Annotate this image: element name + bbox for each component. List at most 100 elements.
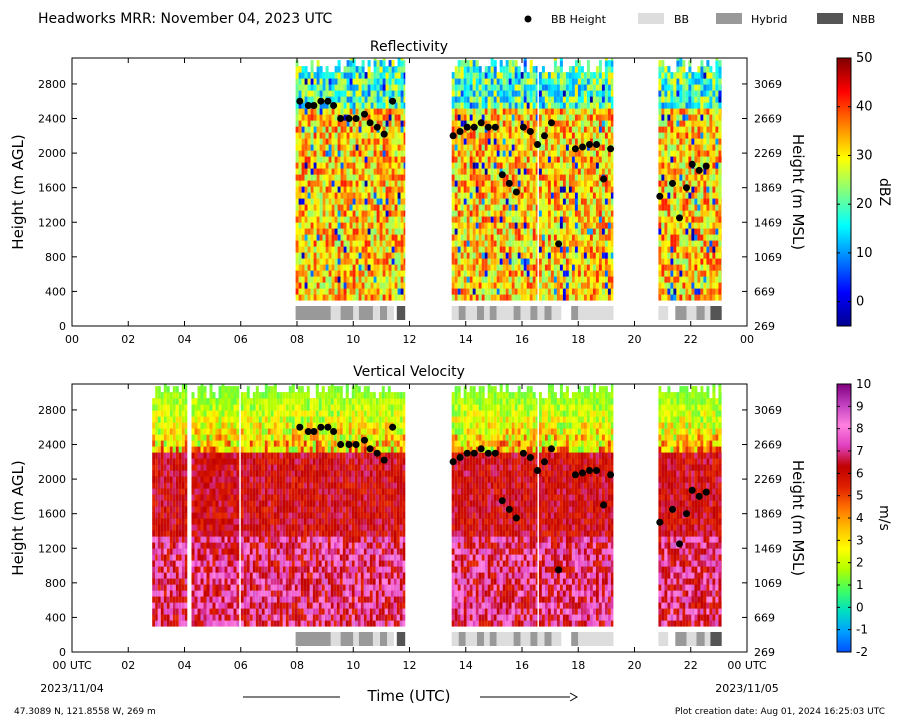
bb-height-point: [449, 458, 457, 466]
bb-height-point: [366, 445, 374, 453]
colorbar-tick-label: 10: [856, 377, 871, 391]
bb-class-segment-hybrid: [295, 632, 331, 646]
y2-tick-label: 2669: [754, 113, 782, 126]
bb-class-segment-hybrid: [358, 632, 373, 646]
legend-hybrid-swatch: [716, 13, 742, 24]
y-tick-label: 2400: [38, 113, 66, 126]
bb-class-segment-bb: [484, 632, 490, 646]
bb-class-segment-bb: [465, 306, 478, 320]
bb-class-segment-bb: [387, 306, 394, 320]
bb-height-point: [534, 141, 541, 148]
bb-class-segment-hybrid: [675, 632, 680, 646]
colorbar-tick-label: 30: [856, 148, 873, 163]
station-coordinates: 47.3089 N, 121.8558 W, 269 m: [14, 707, 156, 717]
bb-class-segment-bb: [496, 306, 514, 320]
bb-height-point: [505, 505, 513, 513]
x-tick-label: 16: [515, 333, 529, 346]
colorbar-tick-label: 1: [856, 578, 864, 592]
colorbar-tick-label: 40: [856, 100, 873, 115]
x-tick-label: 22: [684, 333, 698, 346]
refl-y2label: Height (m MSL): [789, 134, 807, 250]
bb-height-point: [310, 428, 318, 435]
x-tick-label: 20: [628, 333, 642, 346]
bb-height-point: [352, 441, 360, 448]
bb-class-segment-nbb: [396, 632, 406, 646]
x-tick-label: 06: [234, 659, 248, 672]
bb-class-segment-hybrid: [513, 632, 521, 646]
bb-class-segment-hybrid: [696, 632, 705, 646]
bb-class-segment-bb: [372, 632, 380, 646]
bb-class-segment-bb: [451, 632, 459, 646]
y-tick-label: 2000: [38, 147, 66, 160]
y-tick-label: 1200: [38, 542, 66, 555]
vel-bb-class-bar: [295, 632, 722, 646]
colorbar-tick-label: 6: [856, 466, 864, 480]
bb-height-point: [548, 445, 555, 453]
y2-tick-label: 1869: [754, 182, 782, 195]
bb-height-point: [296, 423, 304, 431]
x-tick-label: 00 UTC: [727, 659, 767, 672]
bb-height-point: [491, 123, 499, 131]
bb-class-segment-hybrid: [679, 306, 687, 320]
legend: BB Height BB Hybrid NBB: [524, 13, 875, 26]
bb-height-point: [449, 132, 457, 140]
colorbar-tick-label: -2: [856, 645, 868, 659]
bb-class-segment-hybrid: [530, 632, 538, 646]
x-tick-label: 14: [459, 333, 473, 346]
bb-height-point: [498, 497, 506, 505]
colorbar-tick-label: 0: [856, 600, 864, 614]
y-tick-label: 1200: [38, 216, 66, 229]
bb-height-point: [361, 436, 368, 444]
colorbar-tick-label: 3: [856, 533, 864, 547]
bb-height-point: [380, 456, 388, 464]
refl-bb-height-points: [296, 97, 710, 248]
bb-class-segment-hybrid: [340, 632, 354, 646]
y-tick-label: 0: [59, 320, 66, 333]
figure-title: Headworks MRR: November 04, 2023 UTC: [38, 11, 333, 27]
refl-plot-frame: [71, 57, 748, 327]
bb-height-point: [656, 192, 664, 200]
bb-height-point: [477, 119, 485, 127]
colorbar-tick-label: 10: [856, 246, 873, 261]
bb-class-segment-bb: [704, 306, 711, 320]
bb-height-point: [541, 132, 548, 140]
x-tick-label: 20: [628, 659, 642, 672]
x-tick-label: 18: [571, 659, 585, 672]
bb-height-point: [366, 119, 374, 127]
bb-height-point: [526, 128, 534, 135]
colorbar-tick-label: 5: [856, 489, 864, 503]
bb-class-segment-nbb: [710, 632, 722, 646]
bb-height-point: [519, 123, 527, 131]
y2-tick-label: 1069: [754, 577, 782, 590]
y-tick-label: 1600: [38, 508, 66, 521]
y2-tick-label: 2269: [754, 147, 782, 160]
bb-class-segment-bb: [451, 306, 459, 320]
bb-height-point: [352, 115, 360, 122]
vel-bb-height-points: [296, 423, 710, 574]
bb-class-segment-hybrid: [477, 632, 484, 646]
bb-height-point: [304, 102, 312, 109]
bb-height-point: [688, 486, 696, 494]
bb-height-point: [470, 449, 478, 457]
refl-colorbar-label: dBZ: [876, 178, 892, 206]
vel-colorbar: -2 -1 0 1 2 3 4 5 6 7 8 9 10: [836, 377, 871, 659]
bb-height-point: [324, 97, 332, 105]
bb-class-segment-hybrid: [340, 306, 354, 320]
bb-height-point: [676, 214, 683, 222]
x-tick-label: 10: [346, 333, 360, 346]
refl-colorbar: 0 10 20 30 40 50: [836, 51, 873, 327]
y2-tick-label: 1869: [754, 508, 782, 521]
bb-height-point: [676, 540, 683, 548]
colorbar-tick-label: 4: [856, 511, 864, 525]
bb-height-point: [669, 505, 676, 513]
bb-class-segment-hybrid: [358, 306, 373, 320]
bb-class-segment-hybrid: [679, 632, 687, 646]
bb-class-segment-bb: [551, 306, 562, 320]
bb-height-point: [683, 510, 690, 518]
bb-class-segment-bb: [686, 306, 697, 320]
bb-height-point: [456, 454, 464, 461]
bb-class-segment-hybrid: [571, 306, 579, 320]
bb-class-segment-bb: [578, 632, 614, 646]
x-tick-label: 04: [178, 659, 192, 672]
